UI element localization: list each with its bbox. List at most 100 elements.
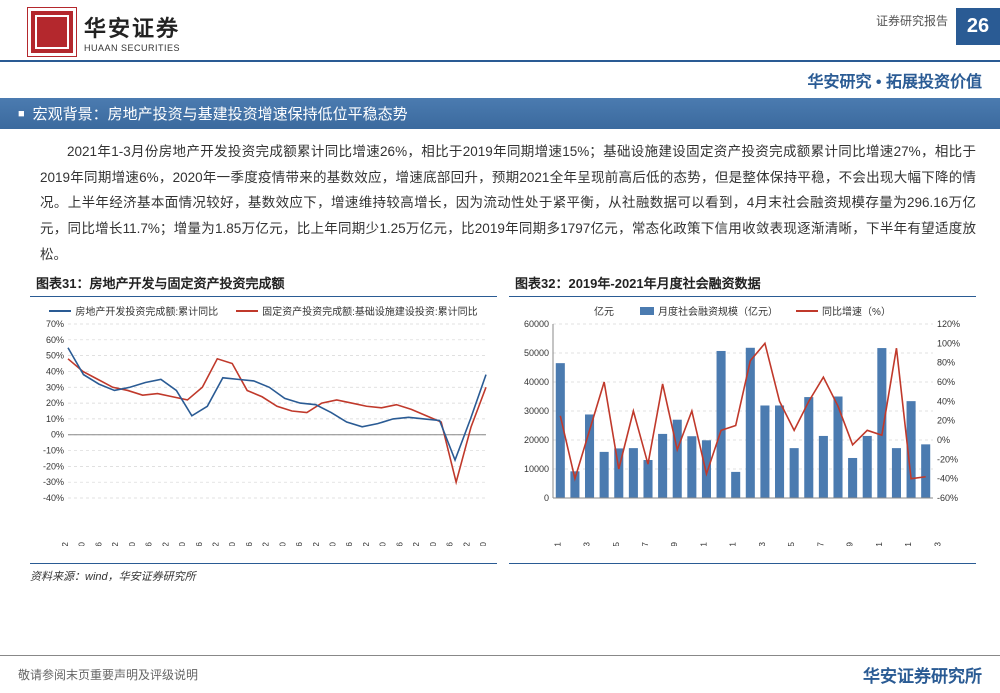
svg-text:2016-02: 2016-02	[361, 542, 371, 546]
svg-text:2021-01: 2021-01	[903, 542, 913, 546]
svg-text:2020-11: 2020-11	[874, 542, 884, 546]
legend-swatch	[796, 310, 818, 312]
svg-text:2019-03: 2019-03	[582, 542, 592, 546]
svg-text:-40%: -40%	[937, 474, 958, 484]
svg-text:40000: 40000	[524, 377, 549, 387]
svg-text:2017-06: 2017-06	[394, 542, 404, 546]
chart-31: 图表31：房地产开发与固定资产投资完成额 房地产开发投资完成额:累计同比 固定资…	[30, 271, 497, 564]
svg-text:2010-10: 2010-10	[227, 542, 237, 546]
chart-31-svg: -40%-30%-20%-10%0%10%20%30%40%50%60%70%2…	[32, 320, 492, 546]
svg-text:120%: 120%	[937, 320, 960, 329]
svg-text:-30%: -30%	[43, 477, 64, 487]
svg-text:2016-10: 2016-10	[378, 542, 388, 546]
svg-text:2006-02: 2006-02	[110, 542, 120, 546]
svg-text:2012-10: 2012-10	[277, 542, 287, 546]
svg-text:60000: 60000	[524, 320, 549, 329]
svg-text:2018-10: 2018-10	[428, 542, 438, 546]
source-note: 资料来源：wind，华安证券研究所	[0, 564, 1000, 584]
svg-text:2004-10: 2004-10	[77, 542, 87, 546]
svg-text:2007-06: 2007-06	[144, 542, 154, 546]
svg-text:70%: 70%	[46, 320, 64, 329]
chart-32: 图表32：2019年-2021年月度社会融资数据 亿元 月度社会融资规模（亿元）…	[509, 271, 976, 564]
y-left-label: 亿元	[594, 303, 614, 318]
logo-block: 华安证券 HUAAN SECURITIES	[28, 8, 180, 56]
svg-text:0: 0	[544, 493, 549, 503]
tagline-left: 华安研究	[807, 74, 871, 91]
legend-item: 固定资产投资完成额:基础设施建设投资:累计同比	[236, 303, 478, 318]
svg-text:-60%: -60%	[937, 493, 958, 503]
footer-institute: 华安证券研究所	[863, 662, 982, 687]
page-footer: 敬请参阅末页重要声明及评级说明 华安证券研究所	[0, 655, 1000, 693]
svg-text:2012-02: 2012-02	[261, 542, 271, 546]
svg-text:-40%: -40%	[43, 493, 64, 503]
svg-text:2011-06: 2011-06	[244, 542, 254, 546]
svg-text:2015-06: 2015-06	[344, 542, 354, 546]
svg-text:30000: 30000	[524, 406, 549, 416]
svg-text:2009-06: 2009-06	[194, 542, 204, 546]
svg-text:2020-01: 2020-01	[728, 542, 738, 546]
svg-text:-10%: -10%	[43, 446, 64, 456]
page-header: 华安证券 HUAAN SECURITIES 证券研究报告26	[0, 0, 1000, 56]
svg-text:50%: 50%	[46, 351, 64, 361]
svg-text:2020-02: 2020-02	[461, 542, 471, 546]
svg-text:2010-02: 2010-02	[210, 542, 220, 546]
svg-text:2014-02: 2014-02	[311, 542, 321, 546]
svg-text:2021-03: 2021-03	[932, 542, 942, 546]
header-right: 证券研究报告26	[868, 8, 1000, 45]
legend-item: 同比增速（%）	[796, 303, 891, 318]
chart-32-svg: 0 10000 20000 30000 40000 50000 60000 -60% -40% -…	[511, 320, 971, 546]
svg-text:20%: 20%	[46, 398, 64, 408]
legend-swatch	[236, 310, 258, 312]
footer-disclaimer: 敬请参阅末页重要声明及评级说明	[18, 666, 198, 683]
svg-text:2020-09: 2020-09	[845, 542, 855, 546]
svg-text:2018-02: 2018-02	[411, 542, 421, 546]
legend-label: 房地产开发投资完成额:累计同比	[75, 303, 218, 318]
tagline-right: 拓展投资价值	[886, 74, 982, 91]
legend-swatch	[640, 307, 654, 315]
svg-text:2020-05: 2020-05	[786, 542, 796, 546]
chart-32-legend: 亿元 月度社会融资规模（亿元） 同比增速（%）	[511, 301, 974, 320]
svg-text:40%: 40%	[937, 397, 955, 407]
svg-text:2008-10: 2008-10	[177, 542, 187, 546]
tagline: 华安研究 • 拓展投资价值	[0, 62, 1000, 98]
company-name-en: HUAAN SECURITIES	[84, 43, 180, 53]
svg-text:2019-05: 2019-05	[611, 542, 621, 546]
legend-swatch	[49, 310, 71, 312]
svg-text:2014-10: 2014-10	[328, 542, 338, 546]
svg-text:2019-06: 2019-06	[445, 542, 455, 546]
section-marker-icon: ■	[18, 108, 25, 120]
svg-text:2004-02: 2004-02	[60, 542, 70, 546]
section-title-bar: ■ 宏观背景：房地产投资与基建投资增速保持低位平稳态势	[0, 98, 1000, 129]
legend-label: 固定资产投资完成额:基础设施建设投资:累计同比	[262, 303, 478, 318]
svg-text:100%: 100%	[937, 339, 960, 349]
svg-text:2020-03: 2020-03	[757, 542, 767, 546]
charts-row: 图表31：房地产开发与固定资产投资完成额 房地产开发投资完成额:累计同比 固定资…	[0, 271, 1000, 564]
chart-31-legend: 房地产开发投资完成额:累计同比 固定资产投资完成额:基础设施建设投资:累计同比	[32, 301, 495, 320]
chart-31-title: 图表31：房地产开发与固定资产投资完成额	[30, 271, 497, 296]
svg-text:2013-06: 2013-06	[294, 542, 304, 546]
svg-text:2006-10: 2006-10	[127, 542, 137, 546]
svg-text:10000: 10000	[524, 464, 549, 474]
svg-text:60%: 60%	[937, 377, 955, 387]
svg-text:50000: 50000	[524, 348, 549, 358]
svg-text:40%: 40%	[46, 367, 64, 377]
svg-text:2019-07: 2019-07	[640, 542, 650, 546]
svg-text:30%: 30%	[46, 382, 64, 392]
logo-icon	[28, 8, 76, 56]
svg-text:80%: 80%	[937, 358, 955, 368]
body-paragraph: 2021年1-3月份房地产开发投资完成额累计同比增速26%，相比于2019年同期…	[0, 129, 1000, 271]
svg-text:2019-11: 2019-11	[698, 542, 708, 546]
svg-text:-20%: -20%	[937, 455, 958, 465]
svg-text:2019-01: 2019-01	[552, 542, 562, 546]
svg-text:2020-10: 2020-10	[478, 542, 488, 546]
legend-label: 月度社会融资规模（亿元）	[658, 303, 778, 318]
svg-text:20000: 20000	[524, 435, 549, 445]
legend-item: 月度社会融资规模（亿元）	[640, 303, 778, 318]
svg-text:0%: 0%	[937, 435, 950, 445]
svg-text:2019-09: 2019-09	[669, 542, 679, 546]
svg-text:-20%: -20%	[43, 462, 64, 472]
svg-text:60%: 60%	[46, 335, 64, 345]
report-type-label: 证券研究报告	[868, 8, 956, 33]
svg-text:2020-07: 2020-07	[815, 542, 825, 546]
chart-32-title: 图表32：2019年-2021年月度社会融资数据	[509, 271, 976, 296]
